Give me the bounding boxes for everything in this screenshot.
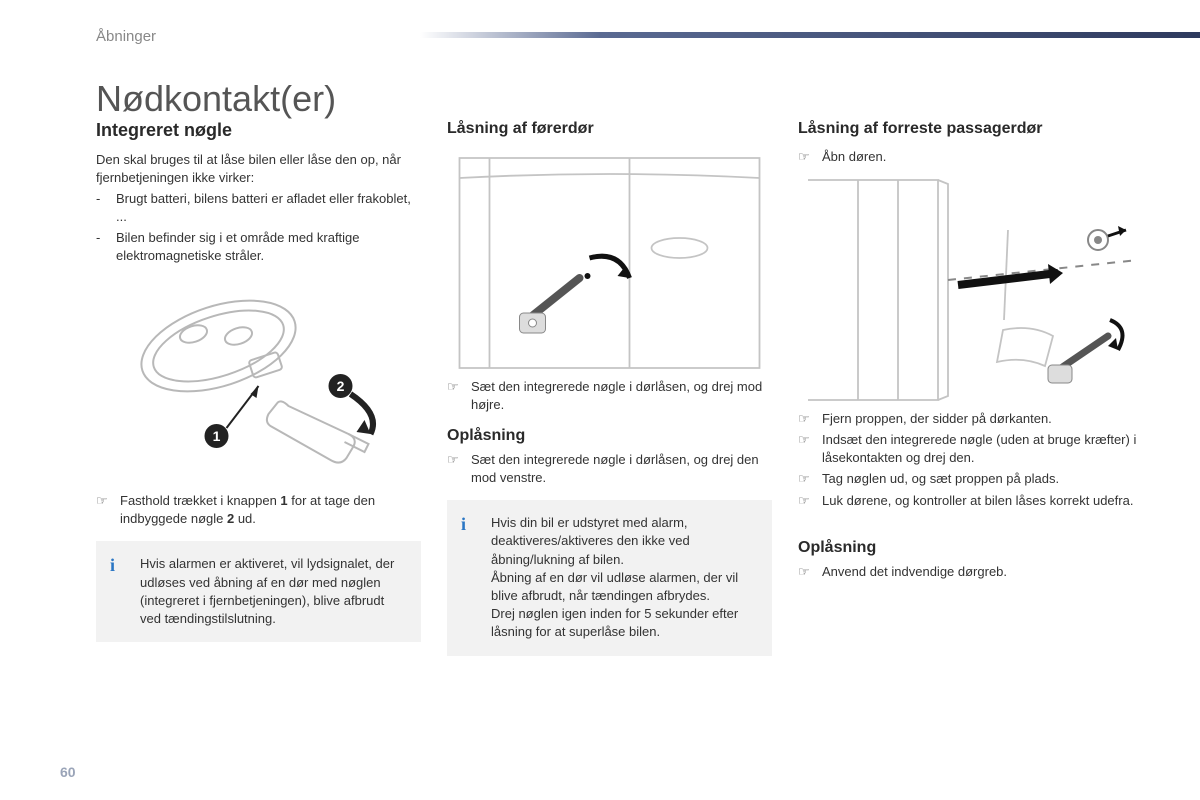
step-text: Fjern proppen, der sidder på dørkanten. [822, 410, 1148, 428]
bullet-text: Brugt batteri, bilens batteri er afladet… [116, 190, 421, 225]
col1-intro: Den skal bruges til at låse bilen eller … [96, 151, 421, 186]
content-columns: Integreret nøgle Den skal bruges til at … [96, 120, 1140, 656]
t: ud. [234, 511, 256, 526]
bullet-text: Bilen befinder sig i et område med kraft… [116, 229, 421, 264]
col3-step: Åbn døren. [798, 148, 1148, 166]
dash-icon: - [96, 190, 116, 225]
step-text: Anvend det indvendige dørgreb. [822, 563, 1148, 581]
section-label: Åbninger [96, 28, 156, 45]
info-icon: i [110, 553, 115, 578]
col3-subheading: Oplåsning [798, 539, 1148, 557]
pointer-icon [798, 470, 822, 488]
col3-heading: Låsning af forreste passagerdør [798, 120, 1148, 138]
step-text: Tag nøglen ud, og sæt proppen på plads. [822, 470, 1148, 488]
pointer-icon [798, 431, 822, 466]
pointer-icon [798, 148, 822, 166]
col3-step: Fjern proppen, der sidder på dørkanten. [798, 410, 1148, 428]
column-3: Låsning af forreste passagerdør Åbn døre… [798, 120, 1148, 656]
svg-text:1: 1 [213, 428, 221, 444]
info-text: Hvis din bil er udstyret med alarm, deak… [491, 515, 738, 639]
passenger-door-illustration [798, 170, 1148, 410]
col2-info-box: i Hvis din bil er udstyret med alarm, de… [447, 500, 772, 655]
pointer-icon [447, 451, 471, 486]
page-title: Nødkontakt(er) [96, 78, 336, 120]
col1-heading: Integreret nøgle [96, 120, 421, 141]
page-number: 60 [60, 764, 76, 780]
dash-icon: - [96, 229, 116, 264]
key-fob-illustration: 1 2 [96, 276, 421, 486]
step-text: Åbn døren. [822, 148, 1148, 166]
col2-heading: Låsning af førerdør [447, 120, 772, 138]
step-text: Sæt den integrerede nøgle i dørlåsen, og… [471, 378, 772, 413]
pointer-icon [798, 410, 822, 428]
column-1: Integreret nøgle Den skal bruges til at … [96, 120, 421, 656]
step-text: Fasthold trækket i knappen 1 for at tage… [120, 492, 421, 527]
driver-door-illustration [447, 148, 772, 378]
t: 1 [280, 493, 287, 508]
col2-subheading: Oplåsning [447, 427, 772, 445]
header-gradient-bar [0, 32, 1200, 38]
pointer-icon [447, 378, 471, 413]
col3-step: Anvend det indvendige dørgreb. [798, 563, 1148, 581]
col1-info-box: i Hvis alarmen er aktiveret, vil lydsign… [96, 541, 421, 642]
pointer-icon [96, 492, 120, 527]
col1-bullet: - Bilen befinder sig i et område med kra… [96, 229, 421, 264]
step-text: Sæt den integrerede nøgle i dørlåsen, og… [471, 451, 772, 486]
info-icon: i [461, 512, 466, 537]
pointer-icon [798, 492, 822, 510]
step-text: Indsæt den integrerede nøgle (uden at br… [822, 431, 1148, 466]
info-text: Hvis alarmen er aktiveret, vil lydsignal… [140, 556, 394, 626]
col3-step: Indsæt den integrerede nøgle (uden at br… [798, 431, 1148, 466]
pointer-icon [798, 563, 822, 581]
col3-step: Tag nøglen ud, og sæt proppen på plads. [798, 470, 1148, 488]
col2-step: Sæt den integrerede nøgle i dørlåsen, og… [447, 451, 772, 486]
step-text: Luk dørene, og kontroller at bilen låses… [822, 492, 1148, 510]
col1-bullet: - Brugt batteri, bilens batteri er aflad… [96, 190, 421, 225]
t: Fasthold trækket i knappen [120, 493, 280, 508]
col2-step: Sæt den integrerede nøgle i dørlåsen, og… [447, 378, 772, 413]
col1-step: Fasthold trækket i knappen 1 for at tage… [96, 492, 421, 527]
column-2: Låsning af førerdør [447, 120, 772, 656]
svg-text:2: 2 [337, 378, 345, 394]
col3-step: Luk dørene, og kontroller at bilen låses… [798, 492, 1148, 510]
